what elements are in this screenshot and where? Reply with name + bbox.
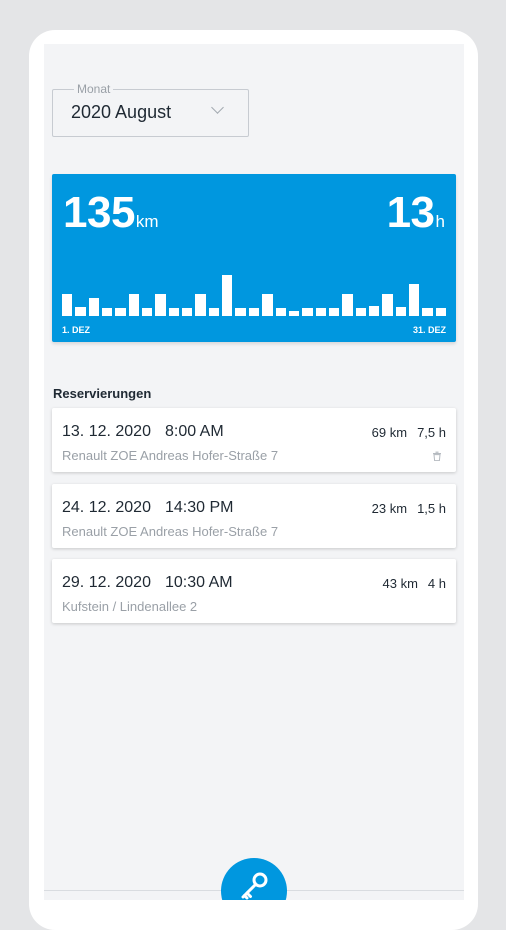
- usage-bar: [222, 275, 233, 316]
- usage-bar: [328, 308, 340, 316]
- reservations-title: Reservierungen: [53, 386, 152, 401]
- reservation-hours: 1,5 h: [417, 501, 446, 516]
- total-km: 135km: [63, 188, 159, 238]
- reservation-hours: 7,5 h: [417, 425, 446, 440]
- usage-bar: [408, 283, 420, 316]
- usage-bar: [75, 306, 86, 316]
- axis-end-label: 31. DEZ: [412, 325, 446, 335]
- reservation-datetime: 13. 12. 2020 8:00 AM: [62, 423, 224, 441]
- unlock-key-button[interactable]: [221, 858, 287, 900]
- usage-bar: [182, 308, 193, 316]
- reservation-metrics: 69 km 7,5 h: [372, 425, 446, 440]
- chevron-down-icon: [211, 101, 224, 114]
- reservation-metrics: 43 km 4 h: [383, 576, 446, 591]
- axis-start-label: 1. DEZ: [62, 325, 91, 335]
- reservation-datetime: 29. 12. 2020 10:30 AM: [62, 574, 233, 592]
- total-hours: 13h: [387, 188, 445, 238]
- reservation-date: 13. 12. 2020: [62, 423, 151, 440]
- reservation-card[interactable]: 24. 12. 2020 14:30 PM 23 km 1,5 h Renault …: [52, 484, 456, 548]
- month-select[interactable]: Monat 2020 August: [52, 82, 249, 137]
- usage-bar: [342, 294, 353, 316]
- reservation-km: 23 km: [371, 501, 408, 516]
- usage-bar: [422, 308, 433, 316]
- app-screen: Monat 2020 August 135km 13h 1. DEZ 31. D…: [44, 44, 464, 900]
- usage-stats-card: 135km 13h 1. DEZ 31. DEZ: [52, 174, 456, 342]
- usage-bar: [102, 308, 113, 316]
- usage-bar: [115, 308, 126, 316]
- reservation-metrics: 23 km 1,5 h: [372, 501, 446, 516]
- reservation-location: Kufstein / Lindenallee 2: [62, 599, 198, 614]
- usage-bar: [302, 308, 313, 316]
- reservation-datetime: 24. 12. 2020 14:30 PM: [62, 499, 233, 517]
- total-km-value: 135: [63, 188, 135, 237]
- usage-bar: [435, 308, 446, 316]
- usage-bar: [262, 294, 273, 316]
- total-km-unit: km: [135, 212, 159, 231]
- usage-bar: [195, 294, 206, 316]
- month-select-label: Monat: [74, 82, 114, 97]
- reservation-location: Renault ZOE Andreas Hofer-Straße 7: [62, 524, 279, 539]
- total-hours-value: 13: [386, 188, 435, 237]
- usage-bar: [355, 308, 366, 316]
- reservation-time: 8:00 AM: [164, 423, 224, 440]
- month-select-value: 2020 August: [71, 102, 172, 122]
- reservation-hours: 4 h: [427, 576, 446, 591]
- usage-bar: [88, 298, 100, 316]
- reservation-km: 69 km: [371, 425, 408, 440]
- reservation-card[interactable]: 29. 12. 2020 10:30 AM 43 km 4 h Kufstein /…: [52, 559, 456, 623]
- reservation-time: 14:30 PM: [164, 499, 234, 516]
- usage-bar: [248, 308, 260, 316]
- usage-bar: [142, 308, 153, 316]
- reservation-date: 29. 12. 2020: [62, 574, 151, 591]
- usage-bar: [155, 294, 166, 316]
- usage-bar: [395, 306, 406, 316]
- usage-bar: [128, 294, 140, 316]
- usage-bar: [208, 308, 220, 316]
- daily-usage-bars: [62, 264, 446, 316]
- reservation-km: 43 km: [382, 576, 418, 591]
- usage-bar: [368, 305, 380, 316]
- usage-bar: [62, 294, 73, 316]
- usage-bar: [382, 294, 393, 316]
- usage-bar: [168, 308, 180, 316]
- usage-bar: [288, 310, 300, 316]
- reservation-time: 10:30 AM: [164, 574, 233, 591]
- trash-icon[interactable]: [432, 451, 442, 461]
- key-icon: [241, 872, 268, 900]
- total-hours-unit: h: [435, 212, 445, 231]
- reservation-location: Renault ZOE Andreas Hofer-Straße 7: [62, 448, 279, 463]
- usage-bar: [315, 308, 326, 316]
- reservation-date: 24. 12. 2020: [62, 499, 151, 516]
- reservation-card[interactable]: 13. 12. 2020 8:00 AM 69 km 7,5 h Renault Z…: [52, 408, 456, 472]
- usage-bar: [235, 308, 246, 316]
- usage-bar: [275, 308, 286, 316]
